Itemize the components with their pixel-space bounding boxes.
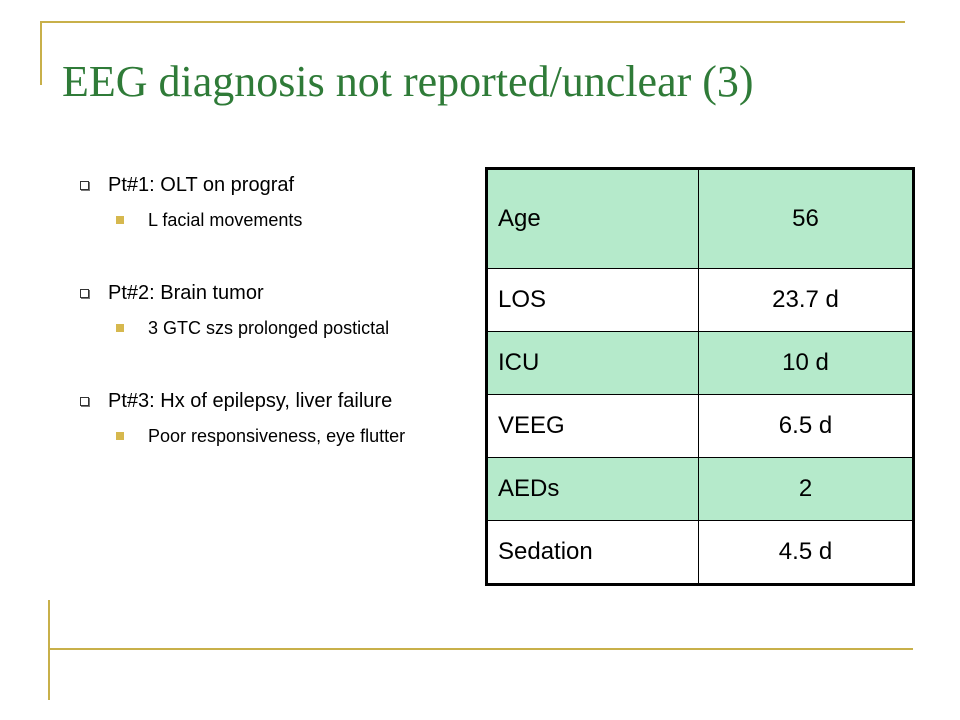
patient-stats-table: Age 56 LOS 23.7 d ICU 10 d VEEG 6.5 d AE… <box>485 167 915 586</box>
bullet-item-pt1: Pt#1: OLT on prograf <box>78 170 468 200</box>
frame-line-bottom-left <box>48 600 50 700</box>
row-value: 56 <box>698 168 914 269</box>
frame-line-bottom <box>48 648 913 650</box>
slide-title: EEG diagnosis not reported/unclear (3) <box>62 57 754 106</box>
row-label: Age <box>486 168 699 269</box>
sub-bullet-text: Poor responsiveness, eye flutter <box>148 426 406 446</box>
sub-bullet-text: 3 GTC szs prolonged postictal <box>148 318 390 338</box>
row-value: 6.5 d <box>698 394 914 458</box>
filled-square-bullet-icon <box>116 432 124 440</box>
filled-square-bullet-icon <box>116 216 124 224</box>
table-row: VEEG 6.5 d <box>486 394 914 458</box>
frame-line-top <box>40 21 905 23</box>
sub-bullet-item: L facial movements <box>78 208 468 232</box>
filled-square-bullet-icon <box>116 324 124 332</box>
bullet-list: Pt#1: OLT on prograf L facial movements … <box>78 170 468 448</box>
row-value: 23.7 d <box>698 268 914 332</box>
row-label: LOS <box>486 268 699 332</box>
sub-bullet-item: Poor responsiveness, eye flutter <box>78 424 468 448</box>
row-value: 4.5 d <box>698 520 914 585</box>
sub-bullet-text: L facial movements <box>148 210 303 230</box>
table-row: Age 56 <box>486 168 914 269</box>
sub-bullet-item: 3 GTC szs prolonged postictal <box>78 316 468 340</box>
bullet-text: Pt#3: Hx of epilepsy, liver failure <box>108 390 393 412</box>
table-row: AEDs 2 <box>486 457 914 521</box>
row-label: AEDs <box>486 457 699 521</box>
row-label: VEEG <box>486 394 699 458</box>
row-label: Sedation <box>486 520 699 585</box>
bullet-item-pt3: Pt#3: Hx of epilepsy, liver failure <box>78 386 468 416</box>
table-row: Sedation 4.5 d <box>486 520 914 585</box>
frame-line-top-left <box>40 21 42 85</box>
square-bullet-icon <box>80 181 89 190</box>
bullet-text: Pt#1: OLT on prograf <box>108 174 295 196</box>
bullet-text: Pt#2: Brain tumor <box>108 282 264 304</box>
row-value: 10 d <box>698 331 914 395</box>
square-bullet-icon <box>80 397 89 406</box>
square-bullet-icon <box>80 289 89 298</box>
bullet-item-pt2: Pt#2: Brain tumor <box>78 278 468 308</box>
row-label: ICU <box>486 331 699 395</box>
table-row: ICU 10 d <box>486 331 914 395</box>
table-row: LOS 23.7 d <box>486 268 914 332</box>
row-value: 2 <box>698 457 914 521</box>
